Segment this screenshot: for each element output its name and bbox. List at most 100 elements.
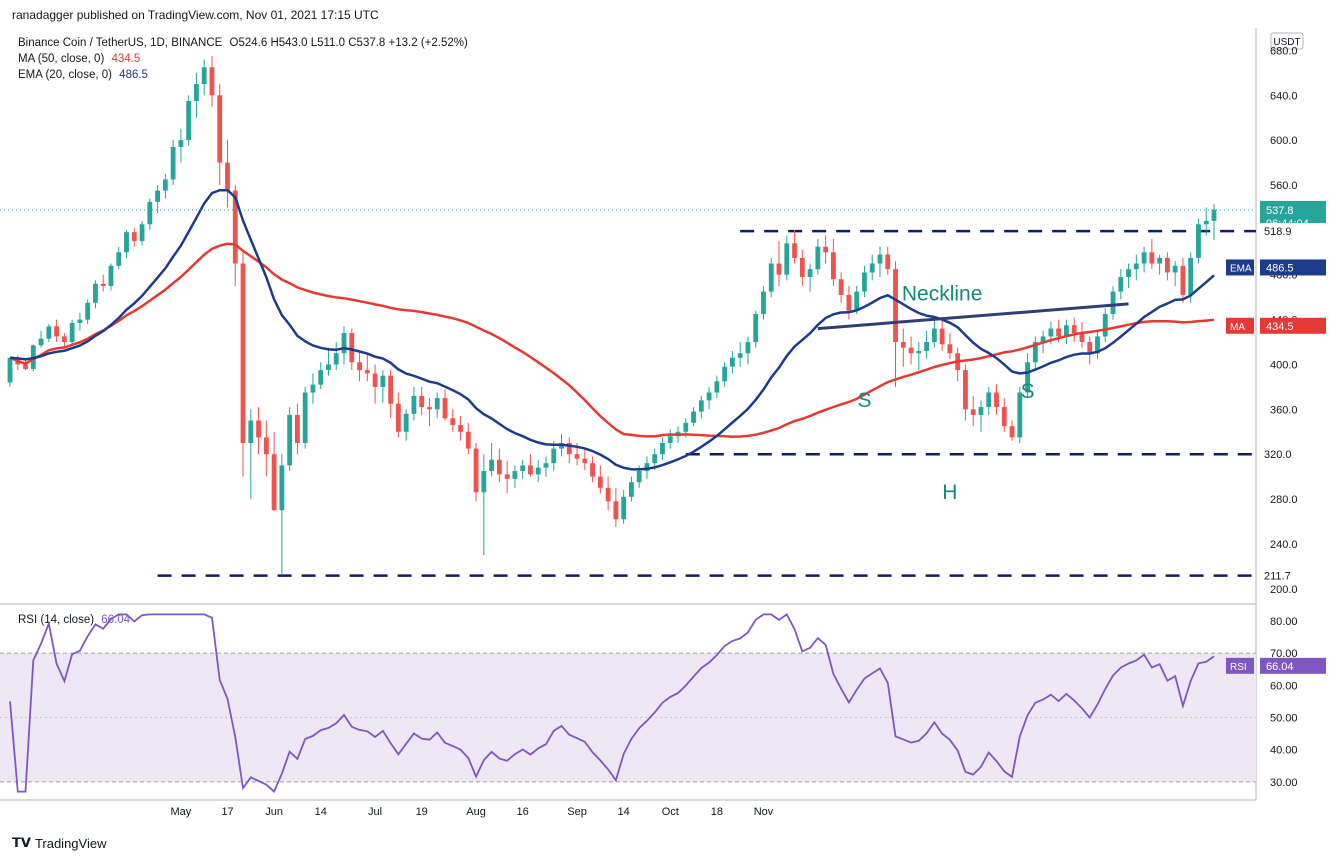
candle-body bbox=[636, 471, 642, 483]
candle-body bbox=[512, 471, 518, 479]
candle-body bbox=[294, 414, 300, 443]
candle-body bbox=[994, 392, 999, 408]
ma-tag-badge-label: MA bbox=[1230, 322, 1245, 333]
candle-body bbox=[1203, 220, 1209, 225]
candle-body bbox=[644, 463, 650, 472]
candle-body bbox=[100, 283, 106, 286]
candle-body bbox=[23, 364, 28, 369]
candle-body bbox=[605, 487, 611, 502]
candle-body bbox=[333, 353, 339, 365]
ma-tag-value-tag bbox=[1260, 317, 1326, 334]
brand-name: TradingView bbox=[34, 835, 107, 851]
candle-body bbox=[372, 373, 378, 387]
candle-body bbox=[629, 482, 634, 497]
candle-body bbox=[434, 398, 440, 410]
candle-body bbox=[186, 100, 192, 141]
candle-body bbox=[667, 436, 673, 443]
currency-badge[interactable] bbox=[1270, 32, 1304, 50]
candle-body bbox=[349, 333, 355, 363]
level-tag-211 bbox=[1260, 567, 1326, 584]
candle-body bbox=[939, 328, 945, 345]
candle-body bbox=[240, 263, 246, 443]
ohlc-values: O524.6 H543.0 L511.0 C537.8 +13.2 (+2.52… bbox=[229, 37, 468, 49]
candle-body bbox=[209, 67, 215, 96]
candle-body bbox=[660, 442, 665, 455]
candle-body bbox=[279, 465, 285, 511]
candle-body bbox=[403, 413, 409, 432]
ema-tag-value: 486.5 bbox=[1266, 262, 1294, 274]
candle-body bbox=[1211, 209, 1217, 221]
candle-body bbox=[885, 254, 891, 270]
candle-body bbox=[846, 294, 852, 311]
rsi-line bbox=[9, 613, 1215, 794]
rsi-tick-label: 40.00 bbox=[1270, 745, 1298, 757]
candle-body bbox=[388, 375, 394, 404]
candle-body bbox=[85, 302, 91, 320]
candle-body bbox=[986, 392, 992, 408]
ma-line bbox=[9, 242, 1215, 438]
price-tick-label: 200.0 bbox=[1270, 584, 1298, 596]
candle-body bbox=[496, 459, 502, 475]
rsi-tag-badge bbox=[1226, 657, 1254, 674]
rsi-tag-value: 66.04 bbox=[1266, 661, 1294, 673]
level-tag-518 bbox=[1260, 223, 1326, 240]
candle-body bbox=[364, 370, 370, 374]
time-tick-label: 18 bbox=[711, 806, 723, 818]
candle-body bbox=[753, 314, 759, 343]
candle-body bbox=[900, 342, 906, 348]
candle-body bbox=[1001, 407, 1007, 427]
head-label: H bbox=[942, 481, 957, 504]
candle-body bbox=[458, 425, 463, 432]
candle-body bbox=[310, 384, 316, 393]
candle-body bbox=[729, 357, 735, 367]
candle-body bbox=[970, 409, 976, 415]
candle-body bbox=[807, 269, 813, 277]
currency-badge-label: USDT bbox=[1273, 37, 1300, 48]
candle-body bbox=[1126, 269, 1131, 277]
candle-body bbox=[1056, 328, 1062, 337]
candle-body bbox=[116, 252, 122, 266]
candle-body bbox=[830, 252, 836, 280]
candle-body bbox=[248, 420, 254, 443]
time-tick-label: 16 bbox=[517, 806, 529, 818]
price-chart[interactable]: USDT Neckline S H S 200.0 240.0 280.0 320.0 360… bbox=[0, 0, 1329, 830]
candle-body bbox=[714, 381, 720, 393]
candle-body bbox=[473, 448, 479, 493]
candle-body bbox=[1087, 342, 1093, 354]
candle-body bbox=[170, 146, 176, 180]
ma-legend: MA (50, close, 0) 434.5 bbox=[18, 53, 140, 65]
price-tick-label: 680.0 bbox=[1270, 45, 1298, 57]
candle-body bbox=[326, 364, 331, 371]
candle-body bbox=[489, 459, 495, 472]
candle-body bbox=[1118, 276, 1124, 292]
time-tick-label: Oct bbox=[662, 806, 679, 818]
time-tick-label: Nov bbox=[754, 806, 774, 818]
candle-body bbox=[590, 463, 595, 477]
candle-body bbox=[232, 190, 238, 264]
candle-body bbox=[155, 190, 160, 202]
candle-body bbox=[535, 467, 541, 475]
level-tag-320 bbox=[1260, 446, 1326, 463]
candle-body bbox=[302, 392, 308, 443]
time-tick-label: 14 bbox=[618, 806, 630, 818]
rsi-tick-label: 30.00 bbox=[1270, 777, 1298, 789]
price-tick-label: 560.0 bbox=[1270, 180, 1298, 192]
candle-body bbox=[1157, 257, 1163, 264]
time-tick-label: Jun bbox=[265, 806, 283, 818]
candle-body bbox=[427, 407, 432, 410]
ema-legend-label: EMA (20, close, 0) bbox=[18, 69, 112, 81]
candle-body bbox=[582, 458, 588, 464]
candle-body bbox=[139, 224, 145, 242]
candle-body bbox=[147, 201, 153, 225]
rsi-tick-label: 60.00 bbox=[1270, 680, 1298, 692]
candle-body bbox=[1040, 336, 1046, 343]
price-tick-label: 640.0 bbox=[1270, 90, 1298, 102]
candle-body bbox=[271, 454, 277, 511]
price-tick-label: 400.0 bbox=[1270, 359, 1298, 371]
rsi-tick-label: 80.00 bbox=[1270, 616, 1298, 628]
last-price-value: 537.8 bbox=[1266, 205, 1294, 217]
time-tick-label: Jul bbox=[368, 806, 382, 818]
candle-body bbox=[419, 395, 425, 408]
candle-body bbox=[287, 414, 293, 466]
time-tick-label: May bbox=[170, 806, 191, 818]
